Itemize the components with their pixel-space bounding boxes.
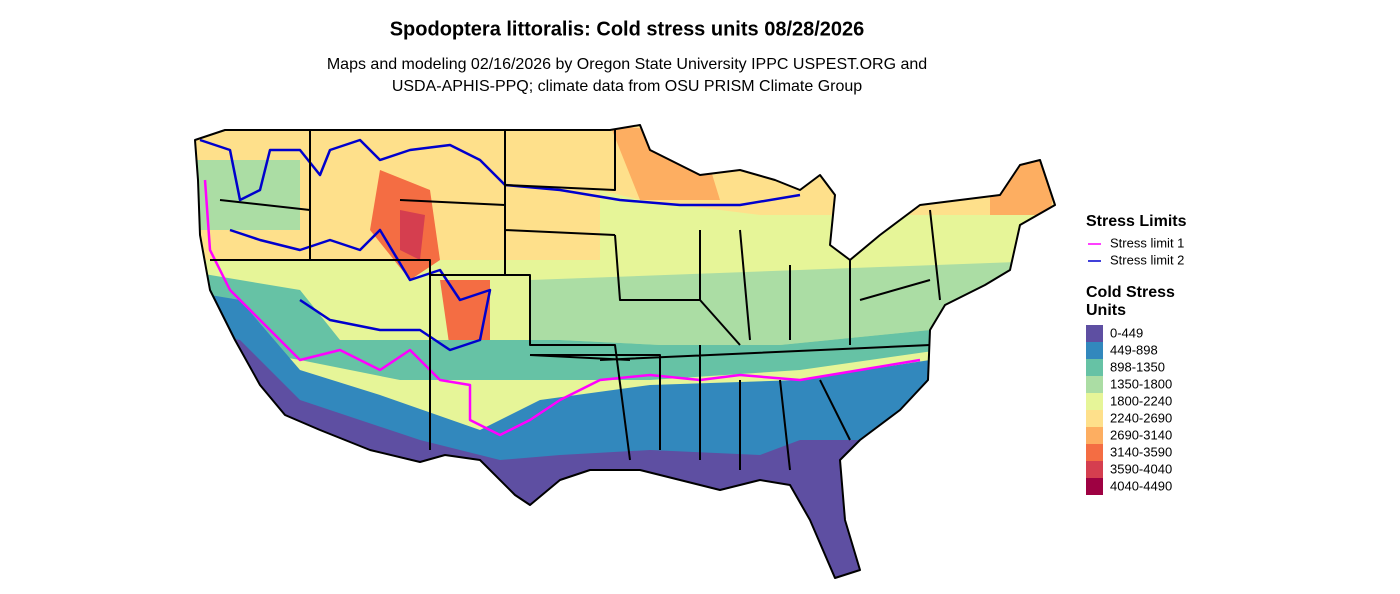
legend-label: 4040-4490 [1110,478,1172,493]
legend-swatch [1086,461,1103,478]
legend-swatch [1086,393,1103,410]
legend-label: Stress limit 1 [1110,235,1184,250]
region [400,210,425,260]
contour-line [199,138,801,352]
legend-label: 3140-3590 [1110,444,1172,459]
legend-label: 3590-4040 [1110,461,1172,476]
legend-label: 1350-1800 [1110,376,1172,391]
legend-swatch [1086,376,1103,393]
legend-swatch [1086,427,1103,444]
legend-label: 449-898 [1110,342,1158,357]
region [500,440,870,578]
contour-line [203,179,921,437]
legend-label: Stress limit 2 [1110,252,1184,267]
legend-label: 1800-2240 [1110,393,1172,408]
legend-swatch [1086,410,1103,427]
legend-label: 2240-2690 [1110,410,1172,425]
subtitle: USDA-APHIS-PPQ; climate data from OSU PR… [392,78,862,95]
legend-label: 2690-3140 [1110,427,1172,442]
legend-title: Cold Stress [1086,284,1175,301]
state-borders [194,124,1056,579]
legend-title: Units [1086,302,1126,319]
legend-title: Stress Limits [1086,213,1187,230]
legend-swatch [1086,325,1103,342]
region [990,150,1055,215]
legend-label: 898-1350 [1110,359,1165,374]
legend-label: 0-449 [1110,325,1143,340]
region [440,280,490,350]
legend-swatch [1086,342,1103,359]
legend-swatch [1086,478,1103,495]
contours [199,138,921,437]
legend-swatch [1086,444,1103,461]
legend: Stress Limits Cold Stress Units Stress l… [1086,213,1187,495]
map-title: Spodoptera littoralis: Cold stress units… [390,18,865,40]
state-line [210,130,941,471]
subtitle: Maps and modeling 02/16/2026 by Oregon S… [327,56,927,73]
legend-swatch [1086,359,1103,376]
